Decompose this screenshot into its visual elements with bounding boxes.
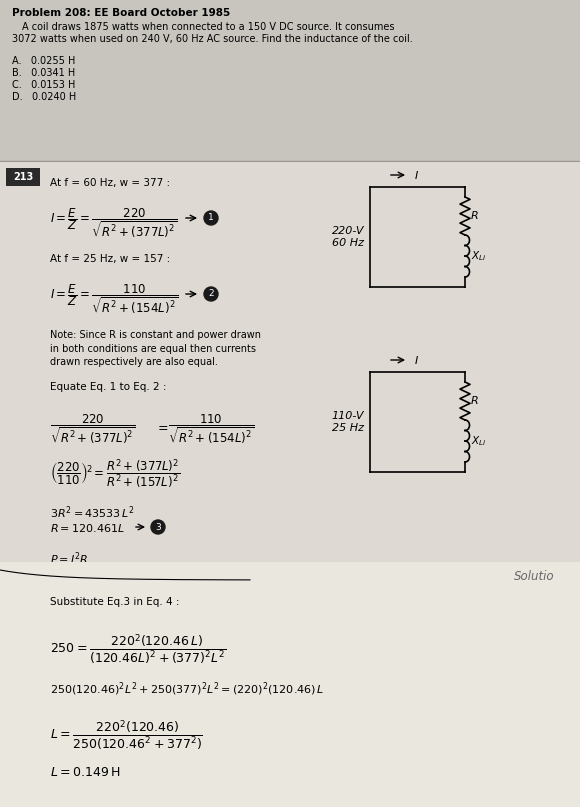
Text: A.   0.0255 H: A. 0.0255 H: [12, 56, 75, 66]
Text: R: R: [471, 211, 478, 221]
Text: $I = \dfrac{E}{Z} = \dfrac{220}{\sqrt{R^2 + (377L)^2}}$: $I = \dfrac{E}{Z} = \dfrac{220}{\sqrt{R^…: [50, 206, 177, 240]
Circle shape: [200, 579, 214, 593]
Text: Equate Eq. 1 to Eq. 2 :: Equate Eq. 1 to Eq. 2 :: [50, 382, 166, 392]
Text: D.   0.0240 H: D. 0.0240 H: [12, 92, 76, 102]
Circle shape: [204, 211, 218, 225]
Text: At f = 25 Hz, w = 157 :: At f = 25 Hz, w = 157 :: [50, 254, 171, 264]
Text: Note: Since R is constant and power drawn
in both conditions are equal then curr: Note: Since R is constant and power draw…: [50, 330, 261, 367]
Text: 1: 1: [208, 214, 214, 223]
Text: A coil draws 1875 watts when connected to a 150 V DC source. It consumes: A coil draws 1875 watts when connected t…: [22, 22, 394, 32]
Text: $L = \dfrac{220^2(120.46)}{250(120.46^2 + 377^2)}$: $L = \dfrac{220^2(120.46)}{250(120.46^2 …: [50, 718, 203, 751]
Text: 220-V
60 Hz: 220-V 60 Hz: [332, 226, 364, 248]
Text: $3R^2 = 43533\,L^2$: $3R^2 = 43533\,L^2$: [50, 504, 135, 521]
Text: Solutio: Solutio: [514, 570, 555, 583]
Circle shape: [151, 520, 165, 534]
Text: $250 = \dfrac{220^2(120.46\,L)}{(120.46L)^2 + (377)^2L^2}$: $250 = \dfrac{220^2(120.46\,L)}{(120.46L…: [50, 632, 226, 666]
Text: 4: 4: [204, 582, 210, 591]
Text: $R = 120.461L$: $R = 120.461L$: [50, 522, 125, 534]
Text: $P = I^2R$: $P = I^2R$: [50, 550, 88, 567]
Text: Problem 208: EE Board October 1985: Problem 208: EE Board October 1985: [12, 8, 230, 18]
Text: B.   0.0341 H: B. 0.0341 H: [12, 68, 75, 78]
Text: $\dfrac{220}{\sqrt{R^2 + (377L)^2}}$: $\dfrac{220}{\sqrt{R^2 + (377L)^2}}$: [50, 412, 136, 445]
Text: Substitute Eq.3 in Eq. 4 :: Substitute Eq.3 in Eq. 4 :: [50, 597, 179, 607]
Text: 110-V
25 Hz: 110-V 25 Hz: [332, 412, 364, 433]
Text: $I$: $I$: [414, 354, 419, 366]
Text: 213: 213: [13, 172, 33, 182]
Text: R: R: [471, 396, 478, 406]
Text: $I$: $I$: [414, 169, 419, 181]
Text: 2: 2: [208, 290, 214, 299]
Text: $250 = \left(\dfrac{220^2}{R^2 + 377^2L^2}\right)R$: $250 = \left(\dfrac{220^2}{R^2 + 377^2L^…: [50, 574, 183, 605]
Text: C.   0.0153 H: C. 0.0153 H: [12, 80, 75, 90]
Circle shape: [204, 287, 218, 301]
Text: 3072 watts when used on 240 V, 60 Hz AC source. Find the inductance of the coil.: 3072 watts when used on 240 V, 60 Hz AC …: [12, 34, 413, 44]
Text: $\left(\dfrac{220}{110}\right)^{\!2} = \dfrac{R^2 + (377L)^2}{R^2 + (157L)^2}$: $\left(\dfrac{220}{110}\right)^{\!2} = \…: [50, 458, 180, 491]
Text: $I = \dfrac{E}{Z} = \dfrac{110}{\sqrt{R^2 + (154L)^2}}$: $I = \dfrac{E}{Z} = \dfrac{110}{\sqrt{R^…: [50, 282, 178, 316]
Text: $=$: $=$: [155, 420, 169, 433]
Text: $X_{Li}$: $X_{Li}$: [471, 249, 487, 263]
Text: $\dfrac{110}{\sqrt{R^2 + (154L)^2}}$: $\dfrac{110}{\sqrt{R^2 + (154L)^2}}$: [168, 412, 255, 445]
Text: $L = 0.149\,\mathrm{H}$: $L = 0.149\,\mathrm{H}$: [50, 766, 120, 779]
Text: 3: 3: [155, 522, 161, 532]
Text: $250(120.46)^2L^2 + 250(377)^2L^2 = (220)^2(120.46)\,L$: $250(120.46)^2L^2 + 250(377)^2L^2 = (220…: [50, 680, 324, 697]
Bar: [6, 168, 40, 186]
Text: At f = 60 Hz, w = 377 :: At f = 60 Hz, w = 377 :: [50, 178, 170, 188]
Text: $X_{Li}$: $X_{Li}$: [471, 434, 487, 448]
